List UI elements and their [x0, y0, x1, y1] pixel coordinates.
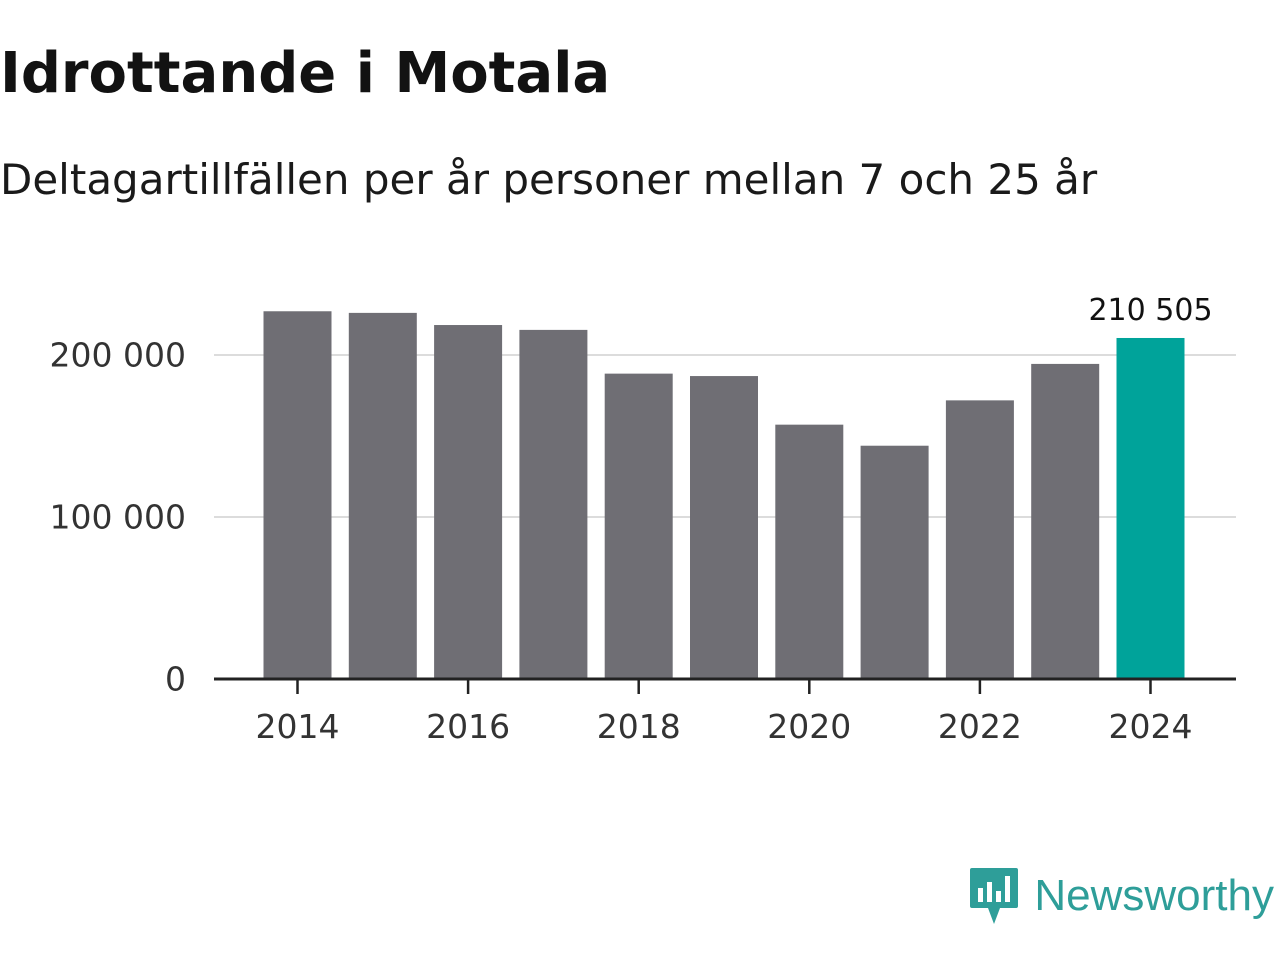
bar: [945, 400, 1014, 679]
bar: [604, 373, 673, 679]
bar: [263, 311, 332, 679]
bar: [1031, 363, 1100, 679]
y-tick-label: 100 000: [50, 498, 186, 537]
y-tick-label: 0: [165, 660, 186, 699]
bar: [775, 424, 844, 679]
y-tick-label: 200 000: [50, 336, 186, 375]
bar: [348, 312, 417, 679]
x-tick-label: 2020: [767, 707, 851, 746]
bar-chart-speech-bubble-icon: [970, 868, 1019, 924]
bar: [860, 445, 929, 679]
chart-subtitle: Deltagartillfällen per år personer mella…: [0, 155, 1098, 204]
bar: [690, 376, 758, 679]
chart-title: Idrottande i Motala: [0, 41, 611, 106]
bar: [434, 325, 503, 679]
bar: [519, 329, 588, 679]
brand-logo: Newsworthy: [968, 864, 1274, 928]
x-tick-label: 2024: [1109, 707, 1193, 746]
x-tick-label: 2022: [938, 707, 1022, 746]
brand-name: Newsworthy: [1034, 871, 1274, 920]
x-tick-label: 2016: [426, 707, 510, 746]
data-label: 210 505: [1088, 293, 1212, 328]
x-tick-label: 2018: [597, 707, 681, 746]
x-tick-label: 2014: [256, 707, 340, 746]
bar: [1116, 337, 1185, 679]
